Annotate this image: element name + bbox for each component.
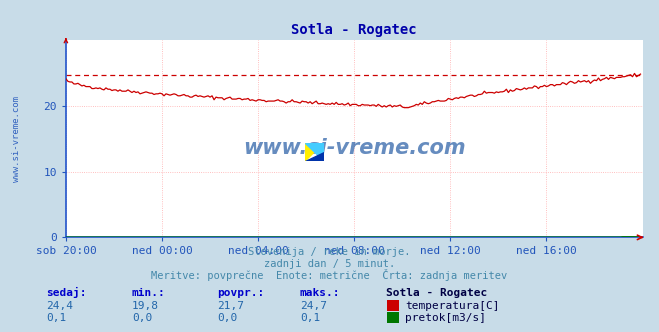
- Text: temperatura[C]: temperatura[C]: [405, 301, 500, 311]
- Text: 24,7: 24,7: [300, 301, 327, 311]
- Text: Sotla - Rogatec: Sotla - Rogatec: [386, 288, 487, 298]
- Text: min.:: min.:: [132, 288, 165, 298]
- Polygon shape: [305, 152, 324, 161]
- Polygon shape: [305, 143, 324, 161]
- Text: 0,0: 0,0: [217, 313, 238, 323]
- Text: Meritve: povprečne  Enote: metrične  Črta: zadnja meritev: Meritve: povprečne Enote: metrične Črta:…: [152, 269, 507, 281]
- Text: povpr.:: povpr.:: [217, 288, 265, 298]
- Text: maks.:: maks.:: [300, 288, 340, 298]
- Text: Slovenija / reke in morje.: Slovenija / reke in morje.: [248, 247, 411, 257]
- Text: 0,1: 0,1: [46, 313, 67, 323]
- Text: pretok[m3/s]: pretok[m3/s]: [405, 313, 486, 323]
- Text: 21,7: 21,7: [217, 301, 244, 311]
- Polygon shape: [305, 143, 324, 161]
- Text: zadnji dan / 5 minut.: zadnji dan / 5 minut.: [264, 259, 395, 269]
- Text: 0,1: 0,1: [300, 313, 320, 323]
- Text: 0,0: 0,0: [132, 313, 152, 323]
- Text: 24,4: 24,4: [46, 301, 73, 311]
- Title: Sotla - Rogatec: Sotla - Rogatec: [291, 23, 417, 37]
- Text: 19,8: 19,8: [132, 301, 159, 311]
- Text: sedaj:: sedaj:: [46, 287, 86, 298]
- Text: www.si-vreme.com: www.si-vreme.com: [13, 96, 21, 182]
- Text: www.si-vreme.com: www.si-vreme.com: [243, 138, 465, 158]
